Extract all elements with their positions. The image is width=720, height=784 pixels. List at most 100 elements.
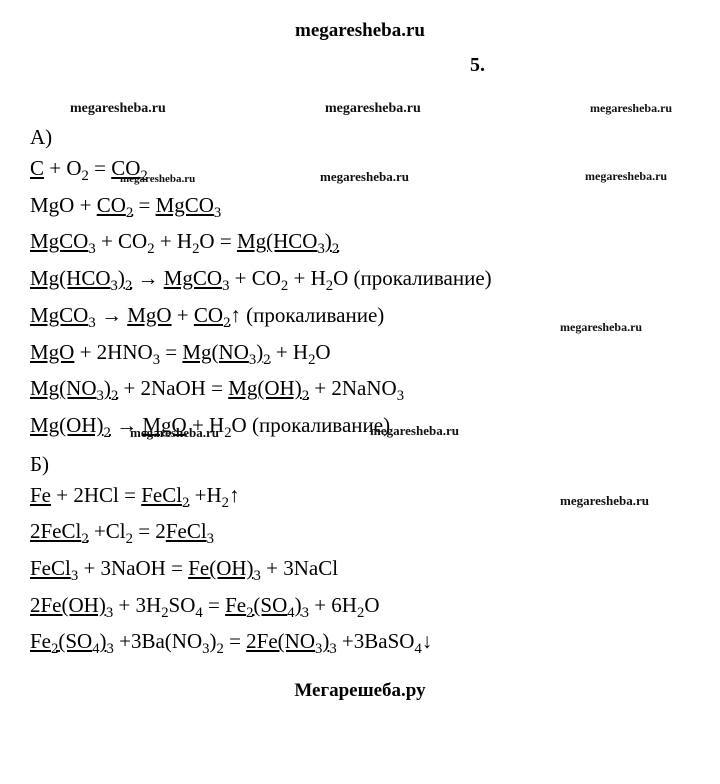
- up-arrow-icon: [229, 483, 240, 507]
- eq-part: + 3NaOH =: [78, 556, 188, 580]
- eq-part: Mg(OH)2: [30, 413, 111, 437]
- eq-part: Fe(OH)3: [188, 556, 261, 580]
- eq-part: + 2NaNO: [309, 376, 397, 400]
- eq-part: O: [333, 266, 353, 290]
- eq-part: =: [133, 193, 155, 217]
- eq-part: + H: [271, 340, 309, 364]
- eq-part: FeCl2: [141, 483, 189, 507]
- eq-part: +: [172, 303, 194, 327]
- eq-part: Fe2(SO4)3: [225, 593, 309, 617]
- eq-part: CO2: [194, 303, 231, 327]
- eq-sub: 3: [397, 388, 404, 404]
- eq-part: O: [315, 340, 330, 364]
- eq-part: + H: [155, 229, 193, 253]
- eq-sub: 2: [216, 642, 223, 658]
- eq-sub: 4: [195, 605, 202, 621]
- eq-part: O: [364, 593, 379, 617]
- eq-part: FeCl3: [166, 519, 214, 543]
- eq-part: + 2HNO: [74, 340, 152, 364]
- eq-part: =: [224, 629, 246, 653]
- eq-part: + O: [44, 156, 82, 180]
- eq-part: O: [232, 413, 252, 437]
- eq-part: +H: [189, 483, 221, 507]
- eq-part: MgCO3: [156, 193, 222, 217]
- eq-part: + 2NaOH =: [118, 376, 228, 400]
- eq-part: Mg(NO3)2: [182, 340, 270, 364]
- watermark-text: megaresheba.ru: [590, 101, 672, 116]
- eq-part: + 6H: [309, 593, 357, 617]
- eq-part: =: [203, 593, 225, 617]
- arrow-icon: [101, 303, 122, 327]
- equation-a7: Mg(NO3)2 + 2NaOH = Mg(OH)2 + 2NaNO3: [30, 372, 690, 409]
- eq-part: SO: [169, 593, 196, 617]
- eq-part: =: [160, 340, 182, 364]
- eq-part: C: [30, 156, 44, 180]
- eq-note: (прокаливание): [246, 303, 384, 327]
- eq-part: +3Ba(NO: [114, 629, 202, 653]
- eq-part: Mg(HCO3)2: [237, 229, 339, 253]
- equation-b4: 2Fe(OH)3 + 3H2SO4 = Fe2(SO4)3 + 6H2O: [30, 589, 690, 626]
- up-arrow-icon: [230, 303, 241, 327]
- eq-part: 2FeCl2: [30, 519, 89, 543]
- eq-part: + CO: [229, 266, 281, 290]
- eq-part: + 3H: [113, 593, 161, 617]
- eq-part: = 2: [133, 519, 166, 543]
- eq-part: MgO: [30, 340, 74, 364]
- watermark-text: megaresheba.ru: [70, 101, 166, 117]
- watermark-text: megaresheba.ru: [320, 169, 409, 185]
- eq-sub: 2: [224, 425, 231, 441]
- eq-part: MgO +: [30, 193, 97, 217]
- eq-sub: 3: [153, 352, 160, 368]
- eq-sub: 2: [222, 495, 229, 511]
- eq-sub: 4: [414, 642, 421, 658]
- eq-part: 2Fe(NO3)3: [246, 629, 337, 653]
- equation-a8: Mg(OH)2 MgO + H2O (прокаливание): [30, 409, 690, 446]
- equation-b5: Fe2(SO4)3 +3Ba(NO3)2 = 2Fe(NO3)3 +3BaSO4: [30, 625, 690, 662]
- content-block: megaresheba.ru megaresheba.ru megaresheb…: [30, 125, 690, 662]
- watermark-row-1: megaresheba.ru megaresheba.ru megaresheb…: [30, 101, 690, 119]
- eq-sub: 2: [126, 532, 133, 548]
- down-arrow-icon: [422, 629, 433, 653]
- watermark-text: megaresheba.ru: [560, 320, 642, 335]
- eq-part: + 3NaCl: [261, 556, 338, 580]
- equation-a6: MgO + 2HNO3 = Mg(NO3)2 + H2O: [30, 336, 690, 373]
- watermark-text: megaresheba.ru: [370, 423, 459, 439]
- eq-note: (прокаливание): [354, 266, 492, 290]
- watermark-text: megaresheba.ru: [130, 425, 219, 441]
- question-number: 5.: [470, 54, 690, 77]
- eq-part: MgCO3: [30, 229, 96, 253]
- top-brand-text: megaresheba.ru: [30, 20, 690, 42]
- eq-sub: 2: [82, 168, 89, 184]
- eq-part: Mg(NO3)2: [30, 376, 118, 400]
- eq-part: Mg(OH)2: [228, 376, 309, 400]
- eq-part: MgCO3: [164, 266, 230, 290]
- bottom-brand-text: Мегарешеба.ру: [30, 680, 690, 702]
- eq-part: Mg(HCO3)2: [30, 266, 132, 290]
- eq-part: + H: [288, 266, 326, 290]
- watermark-text: megaresheba.ru: [585, 169, 667, 184]
- equation-b3: FeCl3 + 3NaOH = Fe(OH)3 + 3NaCl: [30, 552, 690, 589]
- section-a-label: А): [30, 125, 690, 150]
- equation-a2: MgO + CO2 = MgCO3: [30, 189, 690, 226]
- eq-part: MgO: [127, 303, 171, 327]
- eq-part: 2Fe(OH)3: [30, 593, 113, 617]
- eq-part: +3BaSO: [337, 629, 415, 653]
- watermark-text: megaresheba.ru: [325, 101, 421, 117]
- eq-part: + CO: [96, 229, 148, 253]
- equation-a4: Mg(HCO3)2 MgCO3 + CO2 + H2O (прокаливани…: [30, 262, 690, 299]
- eq-part: Fe: [30, 483, 51, 507]
- eq-part: + 2HCl =: [51, 483, 141, 507]
- eq-part: MgCO3: [30, 303, 96, 327]
- equation-b2: 2FeCl2 +Cl2 = 2FeCl3: [30, 515, 690, 552]
- watermark-text: megaresheba.ru: [560, 493, 649, 509]
- eq-part: =: [89, 156, 111, 180]
- equation-a3: MgCO3 + CO2 + H2O = Mg(HCO3)2: [30, 225, 690, 262]
- section-b-label: Б): [30, 452, 690, 477]
- watermark-text: megaresheba.ru: [120, 173, 195, 185]
- eq-part: FeCl3: [30, 556, 78, 580]
- eq-part: CO2: [97, 193, 134, 217]
- eq-part: Fe2(SO4)3: [30, 629, 114, 653]
- eq-part: +Cl: [89, 519, 126, 543]
- eq-sub: 2: [161, 605, 168, 621]
- eq-part: O =: [199, 229, 237, 253]
